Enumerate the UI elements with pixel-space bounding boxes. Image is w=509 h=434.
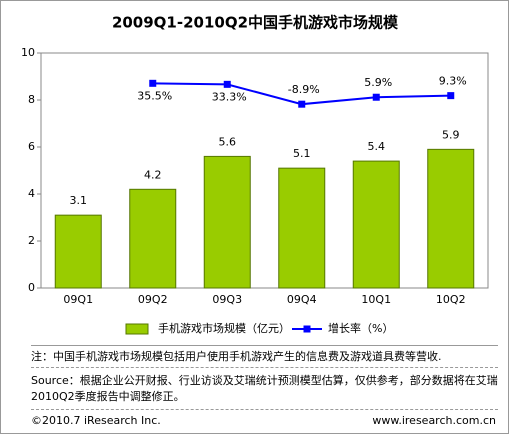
data-label: 5.9%: [364, 76, 392, 89]
x-tick-label: 10Q1: [361, 293, 391, 306]
plot-area: [40, 52, 489, 289]
x-tick-label: 10Q2: [436, 293, 466, 306]
x-tick-label: 09Q2: [138, 293, 168, 306]
data-label: 4.2: [144, 168, 162, 181]
bar: [278, 167, 326, 289]
legend-label: 手机游戏市场规模（亿元）: [158, 321, 290, 335]
legend-swatch: [125, 323, 149, 335]
y-tick-label: 10: [21, 46, 35, 59]
copyright: ©2010.7 iResearch Inc.: [31, 414, 161, 427]
marker: [298, 100, 306, 108]
legend-swatch: [303, 325, 311, 333]
marker: [223, 80, 231, 88]
data-label: 33.3%: [212, 90, 247, 103]
note: 注：中国手机游戏市场规模包括用户使用手机游戏产生的信息费及游戏道具费等营收.: [31, 350, 442, 363]
marker: [447, 92, 455, 100]
bar: [54, 214, 102, 289]
data-label: 35.5%: [137, 89, 172, 102]
data-label: 5.6: [219, 135, 237, 148]
chart-title: 2009Q1-2010Q2中国手机游戏市场规模: [112, 14, 399, 32]
chart: 2009Q1-2010Q2中国手机游戏市场规模 0 2 4 6 8 10 09Q1 09Q2 0…: [21, 14, 489, 335]
data-label: 5.4: [368, 140, 386, 153]
bar: [352, 160, 400, 289]
y-tick-label: 2: [28, 234, 35, 247]
separator: [31, 409, 498, 410]
bar: [129, 188, 177, 289]
separator: [31, 367, 498, 368]
y-tick-label: 0: [28, 281, 35, 294]
y-tick-label: 6: [28, 140, 35, 153]
website: www.iresearch.com.cn: [372, 414, 496, 427]
x-tick-label: 09Q3: [212, 293, 242, 306]
y-tick-label: 8: [28, 93, 35, 106]
bar: [203, 155, 251, 289]
marker: [372, 93, 380, 101]
separator: [31, 345, 498, 346]
data-label: 3.1: [70, 194, 88, 207]
x-tick-label: 09Q4: [287, 293, 317, 306]
y-tick-label: 4: [28, 187, 35, 200]
marker: [149, 79, 157, 87]
data-label: 5.9: [442, 128, 460, 141]
bar: [427, 148, 475, 289]
x-tick-label: 09Q1: [63, 293, 93, 306]
legend-label: 增长率（%）: [328, 321, 393, 335]
data-label: -8.9%: [288, 83, 320, 96]
source: Source：根据企业公开财报、行业访谈及艾瑞统计预测模型估算，仅供参考，部分数…: [31, 374, 498, 403]
data-label: 5.1: [293, 147, 311, 160]
data-label: 9.3%: [439, 75, 467, 88]
